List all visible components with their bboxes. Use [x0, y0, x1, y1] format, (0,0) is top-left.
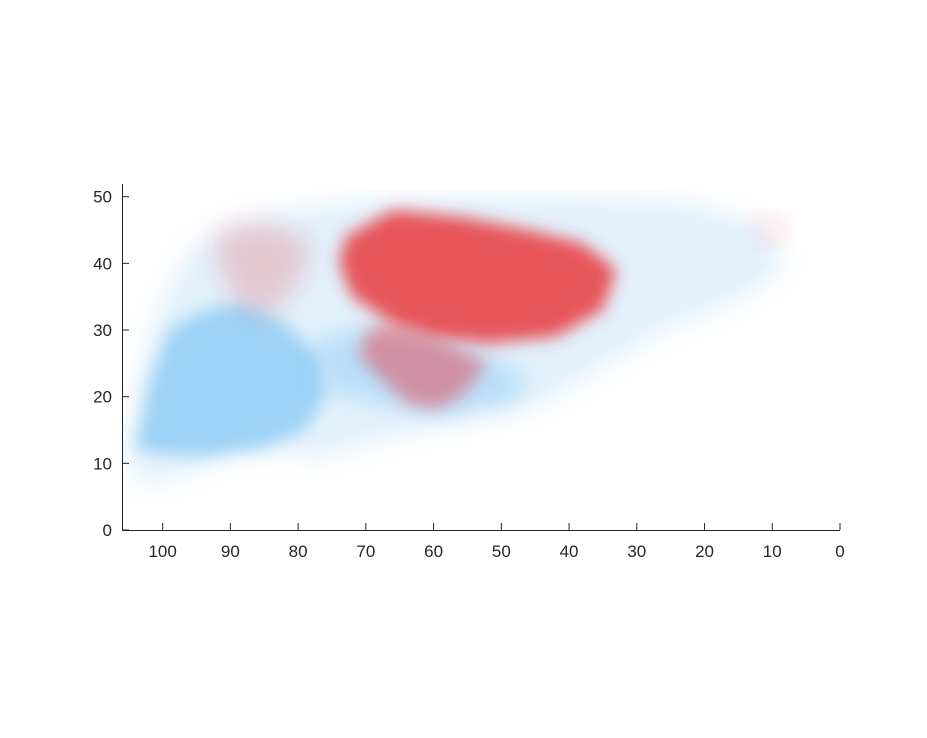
heatmap-region-positive-5	[359, 323, 488, 410]
y-ticks: 0 10 20 30 40 50	[93, 188, 129, 540]
x-tick-label: 70	[356, 542, 375, 561]
x-tick-label: 50	[492, 542, 511, 561]
x-tick-label: 90	[221, 542, 240, 561]
heatmap-region-positive-6	[751, 216, 786, 244]
plot-area	[128, 196, 786, 484]
x-tick-label: 20	[695, 542, 714, 561]
y-tick-label: 20	[93, 388, 112, 407]
x-tick-label: 0	[835, 542, 844, 561]
y-tick-label: 10	[93, 454, 112, 473]
y-tick-label: 50	[93, 188, 112, 207]
y-tick-label: 30	[93, 321, 112, 340]
x-tick-label: 40	[560, 542, 579, 561]
x-tick-label: 60	[424, 542, 443, 561]
heatmap-region-positive-4	[338, 210, 617, 344]
x-ticks: 100 90 80 70 60 50 40 30 20 10 0	[148, 523, 845, 561]
heatmap-region-positive-3	[216, 223, 312, 317]
x-tick-label: 80	[289, 542, 308, 561]
y-tick-label: 40	[93, 254, 112, 273]
x-tick-label: 30	[627, 542, 646, 561]
x-tick-label: 10	[763, 542, 782, 561]
y-tick-label: 0	[103, 521, 112, 540]
x-tick-label: 100	[148, 542, 176, 561]
heatmap-region-negative-1	[135, 303, 326, 457]
